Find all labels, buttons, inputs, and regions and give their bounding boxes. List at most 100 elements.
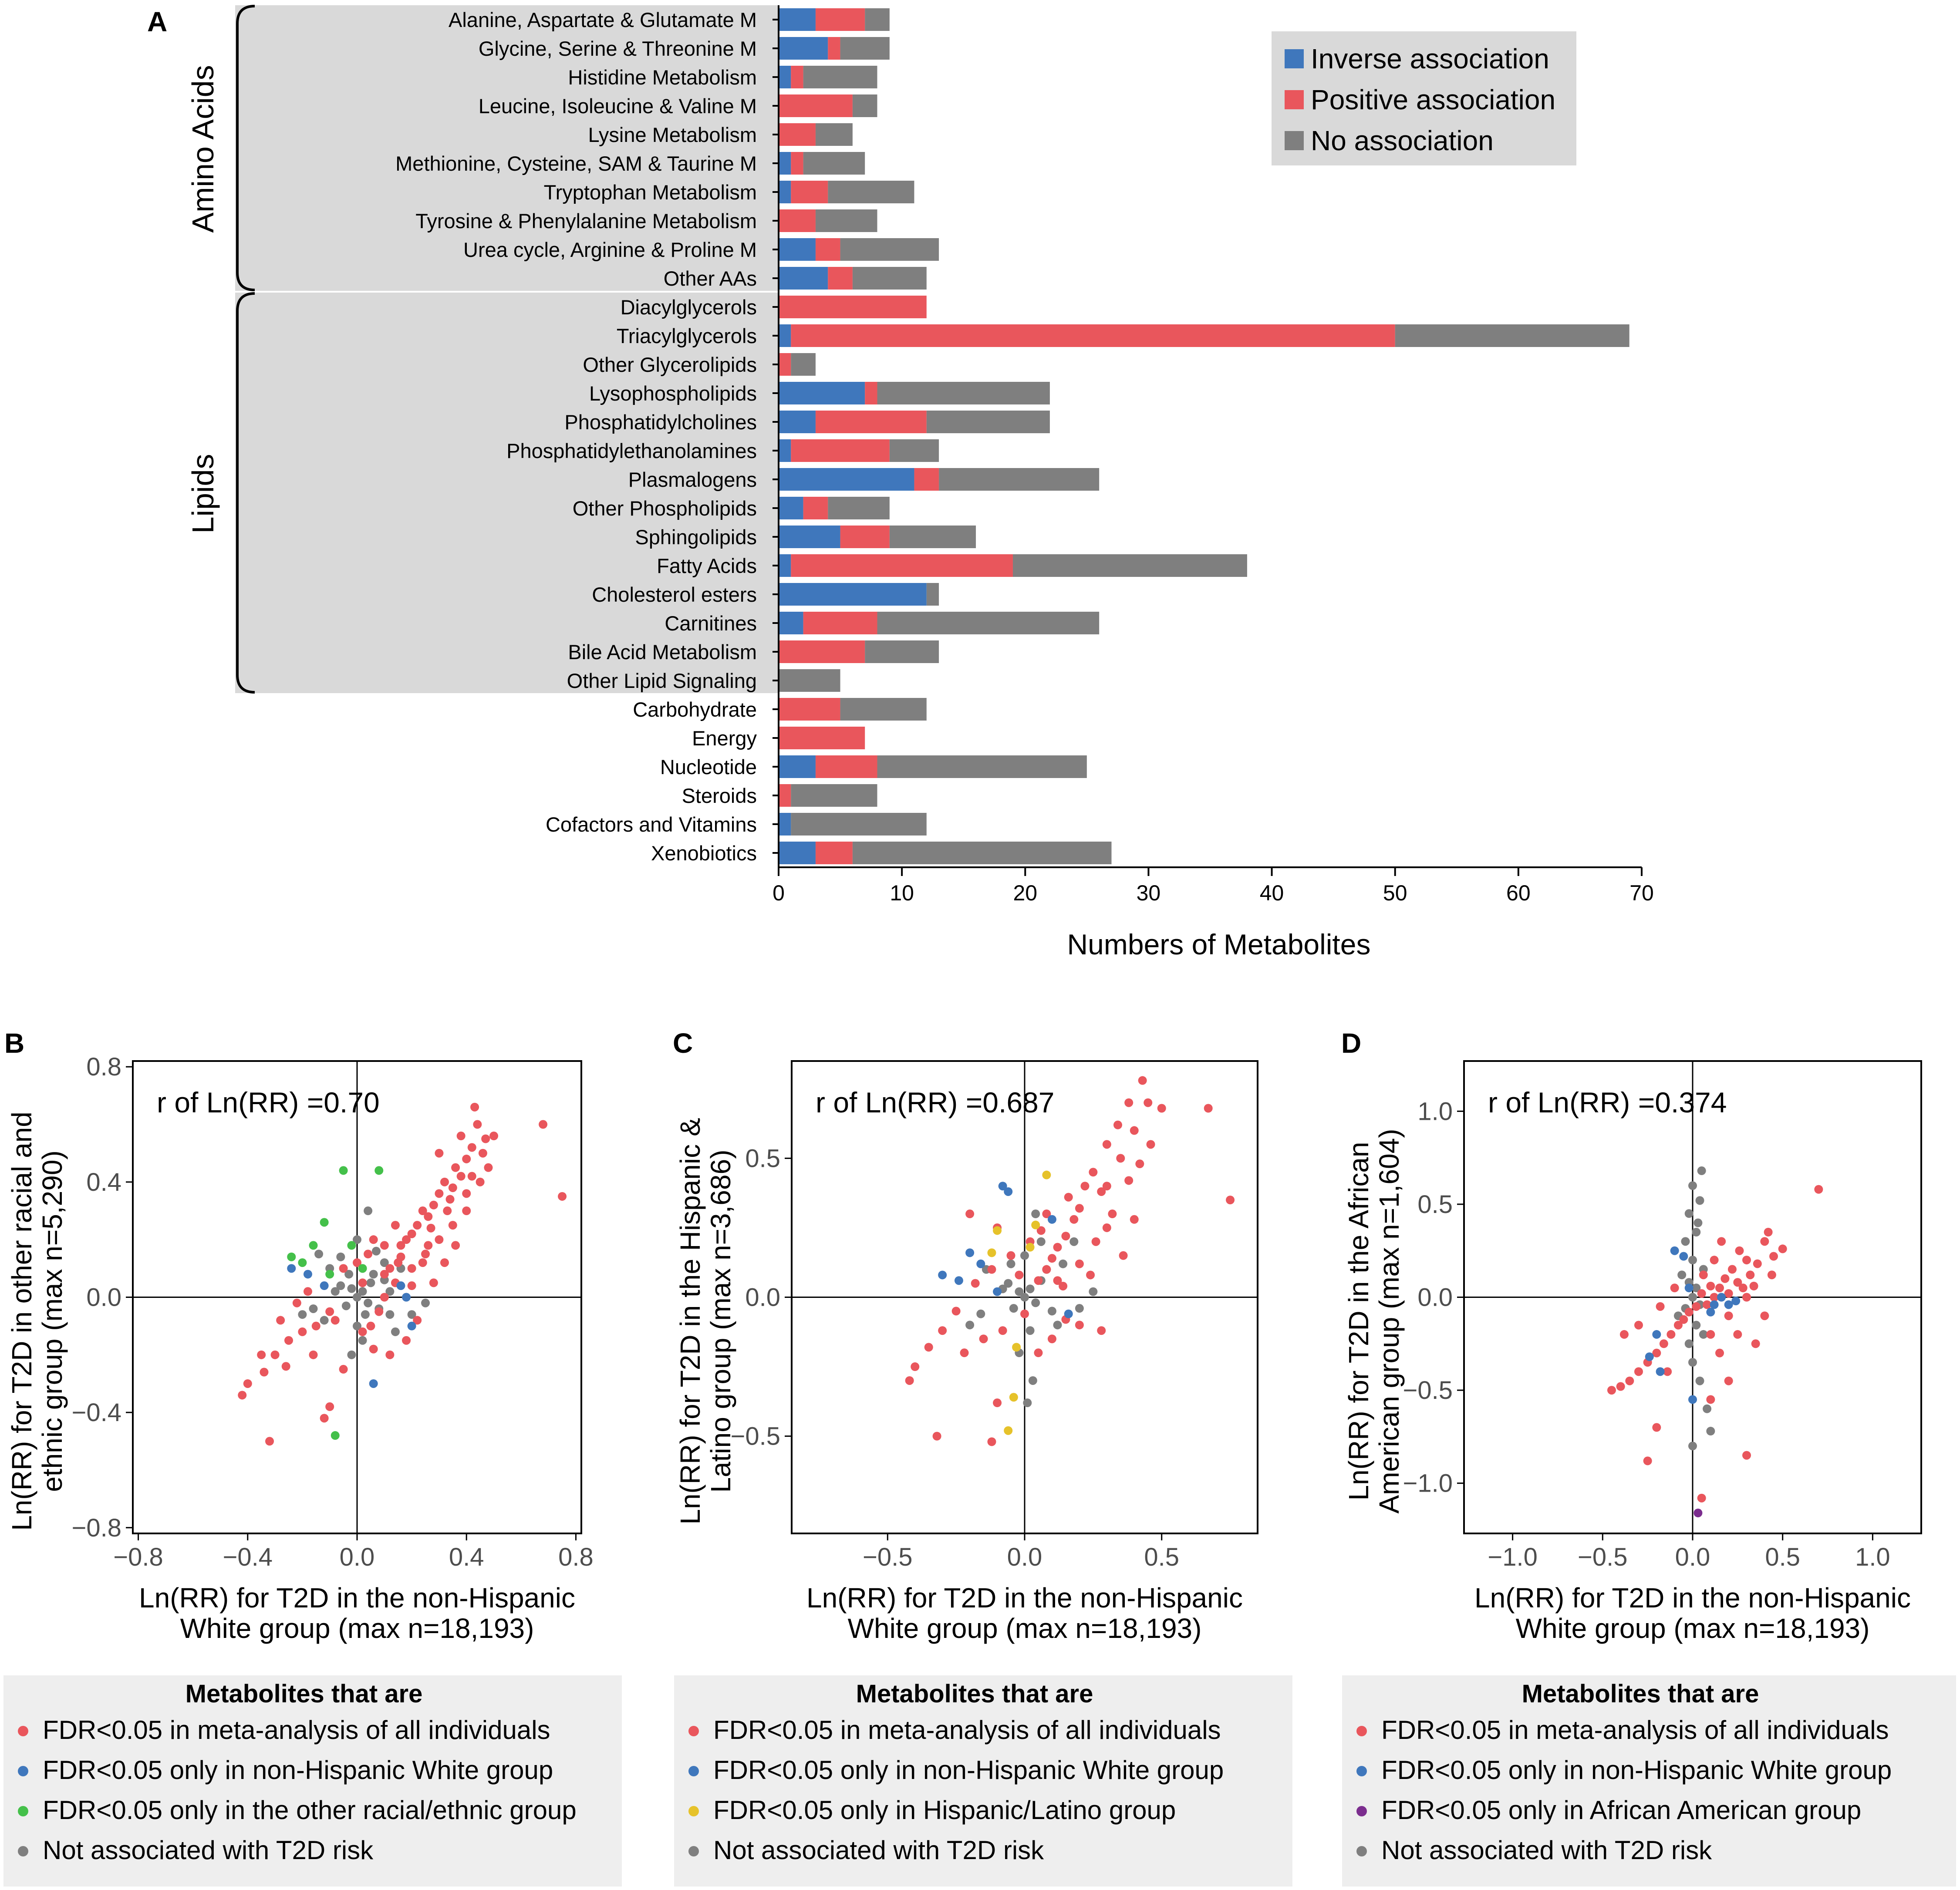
category-label: Diacylglycerols bbox=[621, 296, 757, 319]
legend-title: Metabolites that are bbox=[186, 1680, 423, 1708]
data-point bbox=[287, 1252, 296, 1261]
x-tick-label: 0.5 bbox=[1765, 1543, 1800, 1571]
data-point bbox=[1684, 1284, 1693, 1293]
legend-background bbox=[3, 1675, 622, 1887]
data-point bbox=[965, 1321, 975, 1330]
data-point bbox=[1778, 1244, 1787, 1253]
data-point bbox=[1102, 1140, 1111, 1149]
data-point bbox=[385, 1350, 395, 1359]
bar-segment bbox=[779, 37, 828, 60]
data-point bbox=[1053, 1243, 1062, 1252]
data-point bbox=[385, 1264, 395, 1273]
data-point bbox=[1020, 1251, 1029, 1260]
data-point bbox=[358, 1287, 367, 1296]
data-point bbox=[998, 1326, 1007, 1335]
data-point bbox=[336, 1281, 345, 1290]
y-axis-title-line1: Ln(RR) for T2D in other racial and bbox=[6, 1112, 37, 1531]
group-label: Amino Acids bbox=[186, 65, 220, 232]
data-point bbox=[1715, 1348, 1724, 1358]
data-point bbox=[396, 1252, 405, 1261]
data-point bbox=[1679, 1252, 1688, 1261]
data-point bbox=[311, 1321, 320, 1331]
x-tick-label: −0.8 bbox=[113, 1543, 163, 1571]
bar-segment bbox=[791, 66, 803, 88]
x-tick-label: 10 bbox=[890, 881, 914, 905]
data-point bbox=[924, 1343, 933, 1352]
data-point bbox=[1706, 1427, 1715, 1436]
category-label: Phosphatidylcholines bbox=[564, 411, 757, 434]
bar-segment bbox=[779, 8, 816, 31]
legend-box: Metabolites that are FDR<0.05 in meta-ana… bbox=[674, 1675, 1292, 1887]
data-point bbox=[1042, 1209, 1051, 1219]
x-tick-label: 40 bbox=[1260, 881, 1284, 905]
legend-label: FDR<0.05 only in non-Hispanic White grou… bbox=[713, 1755, 1224, 1785]
data-point bbox=[366, 1278, 375, 1287]
data-point bbox=[998, 1182, 1007, 1191]
data-point bbox=[314, 1250, 324, 1259]
data-point bbox=[1692, 1284, 1701, 1293]
data-point bbox=[1059, 1259, 1068, 1268]
legend-swatch bbox=[1285, 90, 1304, 109]
data-point bbox=[1616, 1382, 1625, 1391]
legend-label: FDR<0.05 only in African American group bbox=[1381, 1796, 1861, 1825]
data-point bbox=[284, 1336, 293, 1345]
legend-marker bbox=[1356, 1766, 1367, 1776]
data-point bbox=[1034, 1348, 1043, 1358]
bar-segment bbox=[779, 94, 853, 117]
data-point bbox=[1086, 1270, 1095, 1280]
bar-segment bbox=[840, 37, 890, 60]
data-point bbox=[1028, 1376, 1037, 1385]
data-point bbox=[1688, 1181, 1697, 1190]
data-point bbox=[1080, 1182, 1090, 1191]
data-point bbox=[1751, 1339, 1760, 1348]
data-point bbox=[993, 1226, 1002, 1235]
data-point bbox=[1697, 1289, 1706, 1298]
data-point bbox=[1717, 1237, 1726, 1246]
data-point bbox=[1064, 1193, 1073, 1202]
data-point bbox=[396, 1241, 405, 1250]
data-point bbox=[1731, 1297, 1741, 1306]
y-tick-label: 0.5 bbox=[1417, 1190, 1453, 1219]
data-point bbox=[462, 1154, 471, 1163]
category-label: Glycine, Serine & Threonine M bbox=[479, 37, 757, 60]
legend-label: FDR<0.05 only in Hispanic/Latino group bbox=[713, 1796, 1176, 1825]
data-point bbox=[1733, 1330, 1742, 1339]
y-axis-title-line2: American group (max n=1,604) bbox=[1373, 1129, 1405, 1514]
bar-segment bbox=[779, 755, 816, 778]
data-point bbox=[1204, 1104, 1213, 1113]
y-tick-label: −0.5 bbox=[731, 1422, 781, 1451]
legend-marker bbox=[18, 1846, 28, 1856]
category-label: Nucleotide bbox=[660, 755, 757, 778]
data-point bbox=[1020, 1309, 1029, 1318]
data-point bbox=[481, 1134, 490, 1143]
data-point bbox=[1746, 1270, 1755, 1280]
data-point bbox=[1075, 1304, 1084, 1313]
category-label: Phosphatidylethanolamines bbox=[506, 439, 757, 462]
data-point bbox=[1015, 1287, 1024, 1296]
y-axis-title-line1: Ln(RR) for T2D in the Hispanic & bbox=[675, 1118, 706, 1524]
y-tick-label: 0.8 bbox=[86, 1053, 121, 1081]
bar-segment bbox=[779, 784, 791, 807]
data-point bbox=[979, 1334, 988, 1344]
data-point bbox=[407, 1321, 416, 1331]
data-point bbox=[1042, 1170, 1051, 1179]
data-point bbox=[1663, 1367, 1672, 1376]
data-point bbox=[987, 1437, 996, 1446]
data-point bbox=[1753, 1259, 1762, 1268]
data-point bbox=[347, 1241, 356, 1250]
data-point bbox=[1724, 1289, 1733, 1298]
bar-segment bbox=[779, 842, 816, 864]
data-point bbox=[1089, 1287, 1098, 1296]
bar-segment bbox=[779, 640, 865, 663]
data-point bbox=[325, 1270, 334, 1279]
legend-a: Inverse association Positive association N… bbox=[1272, 31, 1576, 165]
data-point bbox=[281, 1362, 290, 1371]
panel-c: C −0.5 0.0 0.5 −0.5 0.0 0.5 r of Ln(RR) =0.687 L… bbox=[673, 1028, 1292, 1887]
data-point bbox=[951, 1307, 961, 1316]
x-tick-label: 0.8 bbox=[558, 1543, 594, 1571]
legend-marker bbox=[688, 1766, 699, 1776]
data-point bbox=[435, 1235, 444, 1244]
data-point bbox=[1157, 1104, 1166, 1113]
bar-segment bbox=[779, 296, 927, 318]
legend-marker bbox=[688, 1846, 699, 1856]
